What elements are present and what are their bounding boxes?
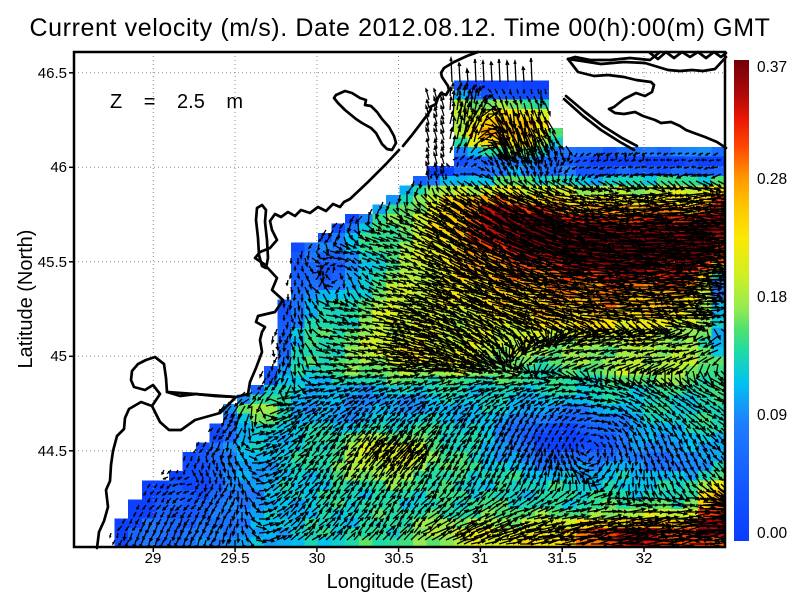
svg-text:45.5: 45.5 bbox=[38, 254, 67, 271]
svg-text:Latitude (North): Latitude (North) bbox=[15, 230, 37, 369]
svg-text:29.5: 29.5 bbox=[220, 550, 249, 567]
svg-text:31: 31 bbox=[472, 550, 489, 567]
svg-text:44.5: 44.5 bbox=[38, 443, 67, 460]
svg-text:Current velocity (m/s). Date 2: Current velocity (m/s). Date 2012.08.12.… bbox=[30, 14, 771, 42]
svg-text:Longitude (East): Longitude (East) bbox=[327, 571, 474, 593]
svg-text:46: 46 bbox=[50, 159, 67, 176]
svg-text:Z = 2.5 m: Z = 2.5 m bbox=[110, 91, 243, 113]
svg-text:46.5: 46.5 bbox=[38, 65, 67, 82]
svg-text:32: 32 bbox=[636, 550, 653, 567]
svg-text:31.5: 31.5 bbox=[547, 550, 576, 567]
svg-text:0.00: 0.00 bbox=[757, 525, 788, 542]
svg-text:30.5: 30.5 bbox=[384, 550, 413, 567]
svg-text:0.09: 0.09 bbox=[757, 407, 787, 424]
svg-text:0.28: 0.28 bbox=[757, 171, 787, 188]
svg-text:45: 45 bbox=[50, 348, 67, 365]
svg-text:0.37: 0.37 bbox=[757, 59, 787, 76]
svg-text:30: 30 bbox=[309, 550, 326, 567]
svg-text:29: 29 bbox=[145, 550, 162, 567]
svg-text:0.18: 0.18 bbox=[757, 289, 787, 306]
